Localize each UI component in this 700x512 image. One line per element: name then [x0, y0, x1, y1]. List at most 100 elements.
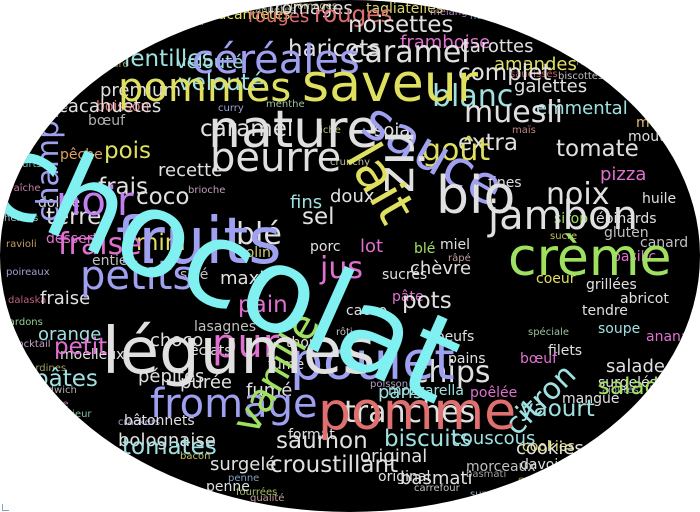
word: colin	[238, 245, 271, 261]
word: porc	[310, 239, 341, 255]
word: provençale	[36, 71, 92, 82]
word: tomate	[556, 136, 639, 162]
word: brioche	[188, 185, 226, 196]
word: haricots	[288, 36, 381, 62]
word: velouté	[178, 70, 264, 96]
word: davoine	[520, 457, 576, 473]
word: original	[360, 446, 428, 467]
word: beurre	[210, 135, 342, 181]
word: bâtonnets	[124, 413, 195, 429]
word: pêche	[60, 147, 103, 163]
word: sel	[302, 204, 335, 230]
word: pépites	[138, 366, 205, 387]
word: salade	[598, 374, 674, 400]
word: entières	[638, 71, 679, 82]
word: qualité	[250, 493, 285, 504]
word: sucrés	[382, 267, 428, 283]
word: pur	[212, 321, 280, 367]
word: coquillettes	[10, 101, 68, 112]
word: miel	[440, 237, 471, 253]
word: recette	[158, 160, 223, 181]
word: pâtes	[34, 366, 98, 392]
word: couscous	[452, 428, 536, 449]
word: crackers	[118, 417, 161, 428]
word: râpé	[448, 253, 471, 264]
word: nouilles	[6, 125, 45, 136]
word: déjeuner	[530, 11, 575, 22]
word: saucisses	[510, 69, 558, 80]
word: jambon	[488, 193, 638, 239]
word: grillées	[586, 277, 637, 293]
word: oeufs	[436, 329, 475, 345]
word: biscuits	[384, 426, 472, 452]
word: caramel	[348, 35, 470, 70]
word: cacao	[346, 303, 388, 319]
word: goût	[422, 133, 491, 168]
word: pains	[448, 351, 486, 367]
word: fromage	[150, 381, 318, 427]
word: couscous	[556, 459, 621, 475]
word: noisettes	[348, 12, 454, 38]
word: gluten	[604, 225, 649, 241]
word: salé	[180, 267, 209, 283]
word: épinards	[596, 211, 657, 227]
word: ajoutés	[602, 385, 639, 396]
word: quinoa	[88, 9, 136, 25]
word: canard	[640, 235, 689, 251]
word: moutarde	[628, 129, 697, 145]
word: cocktail	[12, 339, 51, 350]
word: pomme	[318, 382, 517, 442]
word: raisins	[576, 57, 609, 68]
word: basmati	[466, 469, 507, 480]
word: pois	[104, 138, 152, 164]
word: pots	[402, 288, 452, 314]
word: graines	[195, 7, 233, 18]
word: carottes	[460, 36, 534, 57]
word: mozzarella	[388, 383, 464, 399]
word: cookies	[522, 439, 575, 455]
word: supérieur	[44, 409, 92, 420]
word: premium	[100, 80, 181, 101]
word: blé	[236, 217, 282, 252]
word: taboulé	[660, 101, 698, 112]
word: éclats	[86, 465, 116, 476]
word: herbes	[4, 213, 39, 224]
word: dolive	[38, 195, 81, 211]
word: maïs	[512, 125, 536, 136]
word: penne	[206, 479, 250, 495]
word: emmental	[536, 98, 628, 119]
word: bœuf	[520, 351, 558, 367]
word: galettes	[514, 76, 588, 97]
word: pain	[238, 292, 288, 318]
word: lardons	[6, 317, 43, 328]
word: éclats	[190, 343, 232, 359]
word: pizza	[600, 164, 647, 185]
word: noir	[56, 179, 134, 225]
word: bacon	[180, 451, 211, 462]
word: curry	[218, 103, 244, 114]
word: lentilles	[124, 46, 214, 72]
word: tendre	[582, 303, 628, 319]
word: lot	[360, 236, 384, 257]
word: muesli	[464, 95, 563, 130]
word: carrefour	[414, 483, 460, 494]
word: sardines	[24, 363, 67, 374]
word: fumé	[268, 357, 305, 373]
word: dessert	[46, 231, 98, 247]
word: cacahuètes	[238, 5, 296, 16]
word: ananas	[646, 329, 697, 345]
word: barbecue	[510, 1, 558, 12]
word: rôti	[336, 327, 353, 338]
word: pommes	[118, 65, 292, 111]
word: sucre	[550, 231, 578, 242]
word: fraise	[40, 288, 91, 309]
word: riche	[316, 125, 341, 136]
word: terre	[46, 204, 102, 230]
word: tranches	[344, 395, 476, 430]
word: fromages	[268, 0, 353, 19]
word: tomates	[122, 434, 217, 460]
word: blanc	[432, 79, 514, 114]
word: caramel	[200, 116, 294, 142]
word: amandes	[494, 54, 577, 75]
